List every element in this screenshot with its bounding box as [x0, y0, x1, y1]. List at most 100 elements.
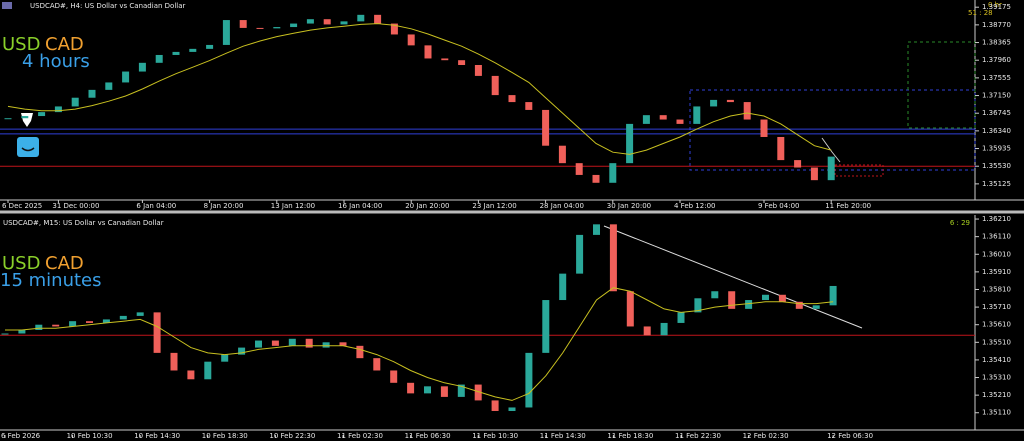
y-tick-label: 1.38365	[982, 39, 1011, 47]
candle	[626, 123, 634, 164]
symbol-base: USD	[2, 34, 40, 55]
candle	[827, 156, 835, 181]
candle	[508, 407, 516, 411]
candle	[290, 23, 298, 28]
candle	[440, 386, 448, 397]
x-tick-label: 11 Feb 02:30	[337, 432, 383, 440]
candle	[609, 163, 617, 183]
candle	[760, 119, 768, 137]
candle	[659, 115, 667, 120]
x-tick-label: 11 Feb 20:00	[825, 202, 871, 210]
candle	[170, 352, 178, 371]
candle	[390, 370, 398, 383]
x-tick-label: 9 Feb 04:00	[758, 202, 799, 210]
smile-icon-mouth	[21, 147, 35, 152]
candle	[558, 145, 566, 164]
y-tick-label: 1.35910	[982, 268, 1011, 276]
y-tick-label: 1.36110	[982, 233, 1011, 241]
candle	[222, 20, 230, 45]
candle	[794, 160, 802, 168]
candle	[812, 305, 820, 309]
candle	[542, 300, 550, 353]
candle	[795, 301, 803, 309]
x-tick-label: 11 Feb 22:30	[675, 432, 721, 440]
candle	[778, 294, 786, 302]
y-tick-label: 1.35935	[982, 145, 1011, 153]
candle	[728, 291, 736, 309]
candle	[525, 102, 533, 110]
candle	[255, 340, 262, 348]
x-tick-label: 10 Feb 22:30	[269, 432, 315, 440]
y-tick-label: 1.35125	[982, 180, 1011, 188]
candle	[424, 45, 432, 59]
candle	[642, 115, 650, 124]
x-tick-label: 10 Feb 18:30	[202, 432, 248, 440]
candle	[155, 54, 163, 63]
candle	[153, 312, 161, 353]
y-tick-label: 1.35610	[982, 321, 1011, 329]
symbol-quote: CAD	[45, 253, 84, 274]
candle	[441, 58, 449, 61]
candle	[810, 167, 818, 181]
candle	[743, 102, 751, 120]
candle	[677, 312, 685, 323]
timeframe: 15 minutes	[0, 270, 102, 291]
candle	[119, 315, 127, 320]
candle	[491, 400, 499, 411]
candle	[256, 27, 264, 29]
x-tick-label: 11 Feb 10:30	[472, 432, 518, 440]
candle	[576, 234, 584, 274]
candle	[609, 224, 617, 292]
candle	[305, 338, 313, 348]
candle	[102, 319, 110, 323]
candle	[593, 224, 600, 235]
x-tick-label: 10 Feb 14:30	[134, 432, 180, 440]
candle	[204, 361, 212, 380]
candle	[777, 136, 785, 161]
x-tick-label: 11 Feb 18:30	[607, 432, 653, 440]
candle	[238, 347, 246, 355]
timer: 51 : 28	[968, 9, 993, 17]
y-tick-label: 1.35530	[982, 162, 1011, 170]
candle	[676, 119, 684, 124]
candle	[288, 338, 296, 346]
x-tick-label: 30 Jan 20:00	[607, 202, 651, 210]
candle	[542, 109, 550, 146]
candle	[187, 370, 195, 380]
moving-average	[7, 23, 832, 155]
x-tick-label: 16 Jan 04:00	[338, 202, 382, 210]
candle	[273, 27, 281, 29]
candle	[575, 163, 583, 175]
timer: 6 : 29	[950, 219, 970, 227]
candle	[306, 19, 314, 24]
chart-title: USDCAD#, M15: US Dollar vs Canadian Doll…	[3, 219, 164, 227]
candle	[88, 89, 96, 98]
candle	[374, 14, 382, 24]
y-tick-label: 1.36010	[982, 250, 1011, 258]
candle	[710, 99, 718, 107]
y-tick-label: 1.35710	[982, 303, 1011, 311]
candle	[407, 382, 415, 394]
candle	[339, 342, 347, 346]
candle	[54, 106, 62, 113]
timeframe: 4 hours	[22, 51, 90, 72]
candle	[407, 34, 415, 46]
symbol-quote: CAD	[45, 34, 84, 55]
candle	[458, 60, 466, 65]
candle	[206, 44, 214, 49]
x-tick-label: 6 Feb 2026	[1, 432, 41, 440]
x-tick-label: 11 Feb 06:30	[405, 432, 451, 440]
candle	[592, 174, 600, 183]
candle	[491, 75, 499, 96]
x-tick-label: 11 Feb 14:30	[540, 432, 586, 440]
chart-title: USDCAD#, H4: US Dollar vs Canadian Dolla…	[30, 2, 185, 10]
y-tick-label: 1.35810	[982, 285, 1011, 293]
candle	[508, 95, 516, 103]
candle	[693, 106, 701, 124]
candle	[340, 21, 348, 25]
candle	[711, 291, 719, 299]
candle	[660, 322, 668, 336]
candle	[221, 354, 229, 362]
candle	[424, 386, 431, 394]
candle	[357, 14, 365, 22]
